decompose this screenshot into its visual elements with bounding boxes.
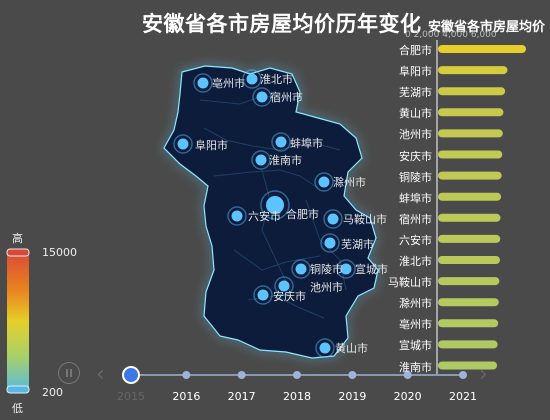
bar[interactable] <box>438 129 503 138</box>
timeline-year-label[interactable]: 2018 <box>283 390 311 403</box>
timeline-play-button[interactable] <box>58 362 80 384</box>
timeline-year-label[interactable]: 2019 <box>338 390 366 403</box>
bar[interactable] <box>438 319 499 328</box>
bar-category-label: 淮南市 <box>399 360 432 374</box>
city-label: 亳州市 <box>212 77 245 90</box>
city-label: 芜湖市 <box>341 238 374 251</box>
city-marker[interactable] <box>336 259 356 279</box>
timeline-dot[interactable] <box>293 371 301 379</box>
timeline-dot[interactable] <box>459 371 467 379</box>
timeline-year-label[interactable]: 2015 <box>117 390 145 403</box>
city-marker[interactable] <box>173 134 193 154</box>
visual-map-max-value: 15000 <box>42 246 77 259</box>
bar[interactable] <box>438 361 498 370</box>
bar-category-label: 淮北市 <box>399 255 432 268</box>
bar-category-label: 宣城市 <box>399 339 432 353</box>
city-label: 马鞍山市 <box>343 213 387 226</box>
city-marker[interactable] <box>323 209 343 229</box>
visual-map-gradient-bar[interactable] <box>7 249 29 393</box>
city-label: 滁州市 <box>333 176 366 189</box>
city-label: 铜陵市 <box>310 263 343 276</box>
city-label: 池州市 <box>310 281 343 294</box>
city-marker[interactable] <box>274 276 294 296</box>
timeline-current-marker[interactable] <box>122 366 140 384</box>
bar-category-label: 安庆市 <box>399 149 432 163</box>
bar-category-label: 铜陵市 <box>399 170 432 184</box>
bar[interactable] <box>438 45 526 53</box>
city-marker[interactable] <box>193 73 213 93</box>
timeline-dot[interactable] <box>237 371 246 379</box>
bar-category-label: 芜湖市 <box>399 86 432 100</box>
city-marker[interactable] <box>242 69 262 89</box>
bar[interactable] <box>438 213 501 222</box>
bar[interactable] <box>438 66 508 75</box>
visual-map-max-handle[interactable] <box>6 248 30 257</box>
bar[interactable] <box>438 108 504 117</box>
city-label: 合肥市 <box>286 208 319 221</box>
city-label: 宿州市 <box>270 91 303 104</box>
visual-map-min-label: 低 <box>12 402 23 415</box>
timeline-year-label[interactable]: 2021 <box>449 390 477 403</box>
bar-series <box>438 45 526 370</box>
city-marker[interactable] <box>252 87 272 107</box>
city-marker[interactable] <box>315 338 335 358</box>
bar-category-label: 蚌埠市 <box>399 191 432 205</box>
timeline-dot[interactable] <box>348 371 357 379</box>
bar[interactable] <box>438 256 500 264</box>
bar-category-label: 亳州市 <box>399 318 432 332</box>
timeline-next-icon[interactable]: › <box>479 362 488 387</box>
city-marker[interactable] <box>251 150 271 170</box>
city-label: 阜阳市 <box>195 139 228 152</box>
bar[interactable] <box>438 298 499 307</box>
bar[interactable] <box>438 192 502 201</box>
city-label: 淮北市 <box>260 73 293 86</box>
city-label: 宣城市 <box>355 263 388 276</box>
timeline-year-label[interactable]: 2020 <box>394 390 422 403</box>
visual-map-max-label: 高 <box>12 232 23 245</box>
city-marker[interactable] <box>291 259 311 279</box>
bar-category-label: 池州市 <box>399 128 432 142</box>
bar-category-label: 宿州市 <box>399 212 432 226</box>
timeline[interactable]: 2015 2016 2017 2018 2019 2020 2021 <box>117 366 477 403</box>
visual-map-min-handle[interactable] <box>6 385 30 394</box>
bar-category-label: 合肥市 <box>399 44 432 57</box>
city-label: 蚌埠市 <box>290 137 323 150</box>
bar-category-label: 六安市 <box>399 233 432 247</box>
city-label: 六安市 <box>248 210 281 223</box>
city-markers <box>173 69 356 358</box>
city-marker[interactable] <box>260 190 290 220</box>
timeline-dot[interactable] <box>403 371 412 379</box>
city-marker[interactable] <box>271 132 291 152</box>
city-label: 淮南市 <box>269 154 302 167</box>
bar[interactable] <box>438 340 498 349</box>
bar-category-label: 黄山市 <box>399 107 432 121</box>
bar-axis-ticks: 0 2,000 4,000 6,000 <box>405 30 497 40</box>
visual-map-min-value: 200 <box>42 386 63 399</box>
city-marker[interactable] <box>314 172 334 192</box>
timeline-prev-icon[interactable]: ‹ <box>96 362 105 387</box>
bar[interactable] <box>438 277 500 286</box>
chart-title: 安徽省各市房屋均价历年变化 <box>142 12 422 36</box>
city-marker[interactable] <box>227 206 247 226</box>
city-marker[interactable] <box>253 285 273 305</box>
timeline-dot[interactable] <box>182 371 191 379</box>
bar[interactable] <box>438 234 501 243</box>
bar[interactable] <box>438 150 503 159</box>
bar-category-label: 阜阳市 <box>399 65 432 79</box>
city-label: 安庆市 <box>273 290 306 303</box>
bar-category-label: 马鞍山市 <box>388 276 432 290</box>
city-marker[interactable] <box>320 233 340 253</box>
bar-category-label: 滁州市 <box>399 297 432 311</box>
bar-chart-title: 安徽省各市房屋均价 <box>428 20 546 35</box>
timeline-year-label[interactable]: 2017 <box>228 390 256 403</box>
bar[interactable] <box>438 171 502 180</box>
timeline-year-label[interactable]: 2016 <box>172 390 200 403</box>
city-label: 黄山市 <box>335 342 368 355</box>
bar[interactable] <box>438 87 506 96</box>
